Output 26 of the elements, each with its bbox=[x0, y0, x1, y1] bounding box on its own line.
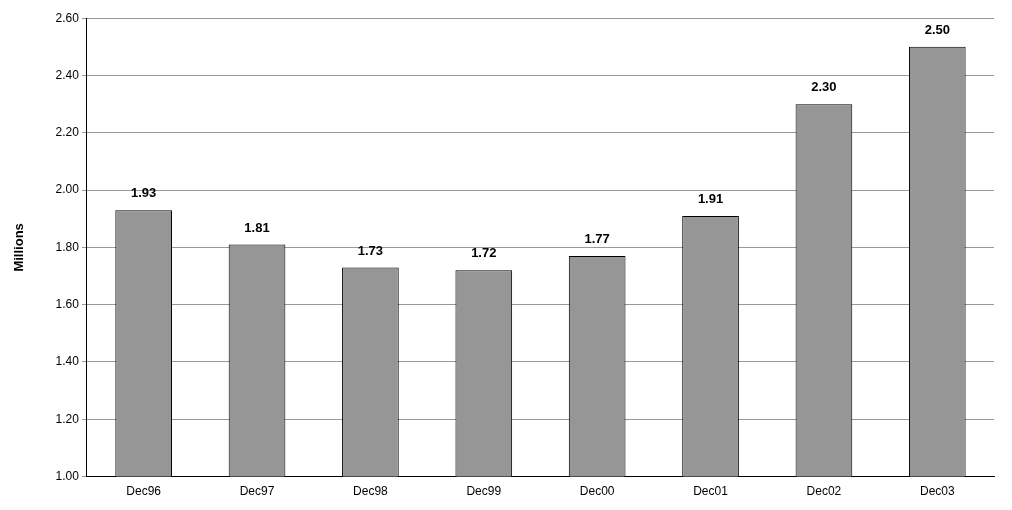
y-tick-label: 1.60 bbox=[55, 297, 80, 312]
data-label: 1.77 bbox=[584, 231, 610, 247]
x-tick-label: Dec97 bbox=[239, 484, 275, 499]
y-tick-label: 1.80 bbox=[55, 239, 80, 254]
x-tick-label: Dec98 bbox=[353, 484, 389, 499]
y-axis-title: Millions bbox=[11, 223, 27, 272]
y-tick-label: 2.00 bbox=[55, 182, 80, 197]
y-tick-label: 1.20 bbox=[55, 411, 80, 426]
x-tick-label: Dec01 bbox=[693, 484, 729, 499]
x-tick-label: Dec02 bbox=[806, 484, 842, 499]
x-tick-label: Dec03 bbox=[919, 484, 955, 499]
y-tick-label: 1.40 bbox=[55, 354, 80, 369]
data-label: 2.30 bbox=[811, 79, 837, 95]
y-tick-label: 2.40 bbox=[55, 67, 80, 82]
data-label: 2.50 bbox=[924, 21, 950, 37]
data-label: 1.73 bbox=[357, 242, 384, 258]
data-label: 1.91 bbox=[697, 190, 724, 206]
x-tick-label: Dec99 bbox=[466, 484, 502, 499]
data-label: 1.81 bbox=[244, 219, 270, 235]
x-tick-label: Dec00 bbox=[579, 484, 615, 499]
y-tick-label: 1.00 bbox=[55, 468, 80, 483]
x-tick-label: Dec96 bbox=[126, 484, 162, 499]
data-label: 1.72 bbox=[471, 245, 497, 261]
y-tick-label: 2.20 bbox=[55, 125, 80, 140]
y-tick-label: 2.60 bbox=[55, 10, 80, 25]
data-label: 1.93 bbox=[130, 185, 157, 201]
